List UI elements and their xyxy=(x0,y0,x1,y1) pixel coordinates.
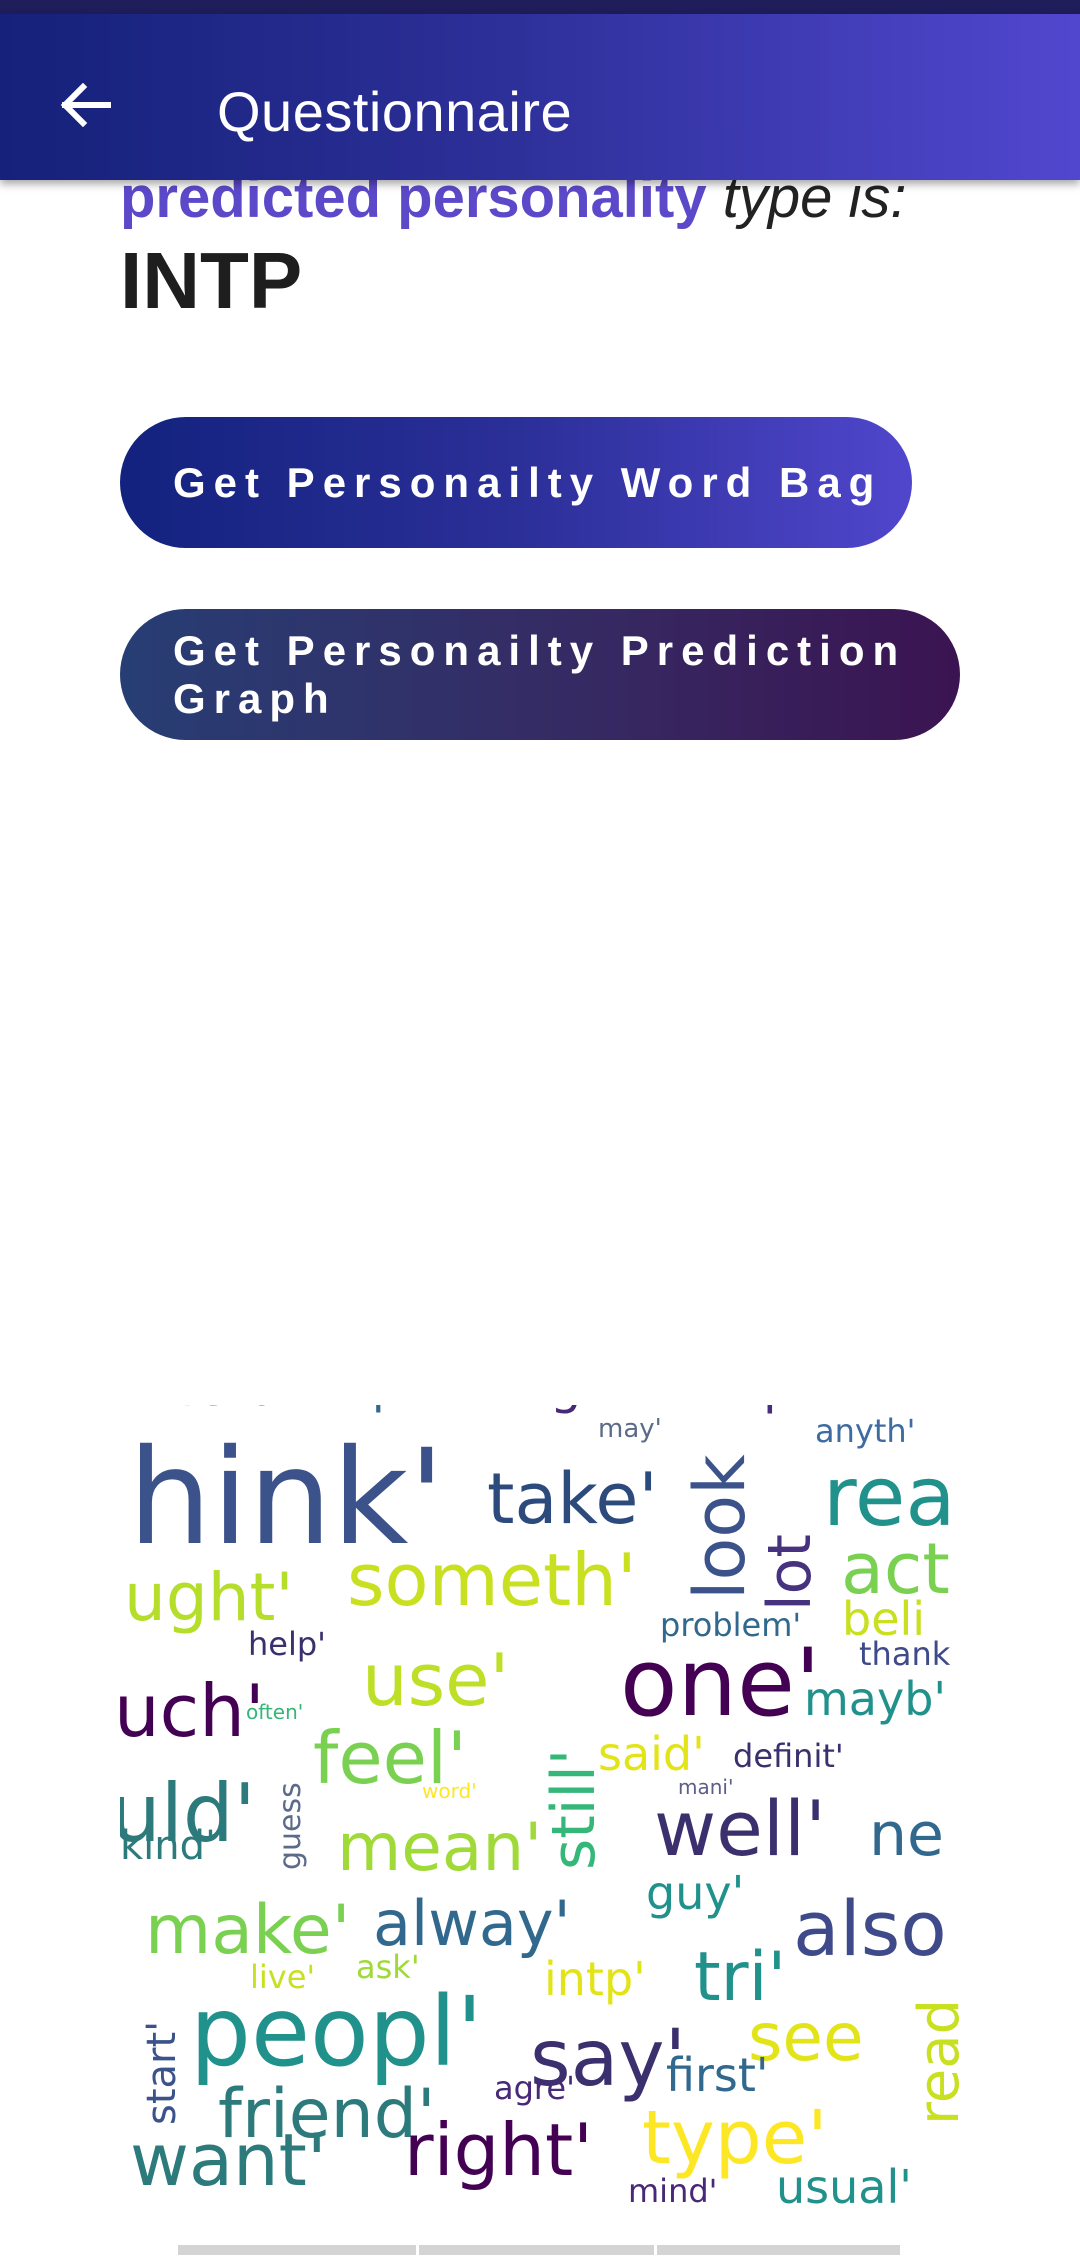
word-cloud-word: probabl xyxy=(763,1405,953,1415)
word-cloud-word: rea xyxy=(823,1450,956,1545)
scrollbar-divider xyxy=(416,2245,419,2255)
word-cloud-word: ught' xyxy=(124,1559,294,1636)
word-cloud-word: problem' xyxy=(660,1606,801,1644)
word-cloud-word: word' xyxy=(422,1779,477,1803)
app-bar: Questionnaire xyxy=(0,14,1080,180)
word-cloud-word: use' xyxy=(362,1638,509,1722)
word-cloud-word: one' xyxy=(620,1629,821,1738)
word-cloud-word: take' xyxy=(487,1458,658,1540)
back-button[interactable] xyxy=(50,70,120,140)
horizontal-scrollbar[interactable] xyxy=(178,2245,900,2255)
word-cloud-word: look xyxy=(679,1454,761,1600)
word-cloud-word: point' xyxy=(372,1405,502,1414)
word-cloud-word: usual' xyxy=(776,2160,912,2210)
word-cloud-word: first' xyxy=(666,2048,769,2102)
word-cloud-word: mind' xyxy=(628,2172,717,2210)
word-cloud-image: fer'tell' point' got' probabl may' anyth' hink… xyxy=(120,1405,960,2210)
word-cloud-word: type' xyxy=(642,2095,828,2181)
word-cloud-word: fer' xyxy=(180,1405,259,1417)
word-cloud-word: often' xyxy=(246,1700,303,1724)
word-cloud-word: want' xyxy=(130,2118,327,2202)
word-cloud-word: agre' xyxy=(494,2069,575,2107)
personality-type: INTP xyxy=(120,236,303,325)
word-cloud-word: got' xyxy=(550,1405,646,1415)
word-cloud-word: mean' xyxy=(337,1809,542,1886)
word-cloud-word: lot xyxy=(755,1534,825,1611)
word-cloud-word: said' xyxy=(598,1727,705,1781)
word-cloud-word: kind' xyxy=(120,1823,216,1869)
word-cloud-word: friend' xyxy=(218,2075,436,2154)
word-cloud-word: well' xyxy=(654,1784,826,1873)
prediction-graph-button-label: Get Personailty Prediction Graph xyxy=(173,627,907,722)
word-cloud-word: make' xyxy=(145,1891,350,1970)
word-cloud-word: also xyxy=(793,1884,947,1973)
word-cloud-word: guess xyxy=(273,1782,308,1870)
word-cloud-word: someth' xyxy=(347,1538,637,1622)
word-cloud-word: beli xyxy=(842,1592,925,1646)
word-cloud-word: definit' xyxy=(733,1737,844,1775)
word-cloud-word: help' xyxy=(248,1625,326,1663)
word-cloud-word: right' xyxy=(404,2108,593,2192)
word-cloud-word: alway' xyxy=(373,1887,571,1960)
word-cloud-word: hink' xyxy=(128,1421,445,1575)
word-cloud-word: anyth' xyxy=(815,1412,915,1450)
page-title: Questionnaire xyxy=(217,80,573,143)
word-cloud-word: tri' xyxy=(694,1938,786,2017)
word-cloud-word: act xyxy=(841,1528,950,1610)
word-cloud-word: intp' xyxy=(544,1952,646,2006)
word-cloud-word: thank xyxy=(859,1635,951,1673)
word-bag-button-label: Get Personailty Word Bag xyxy=(173,458,883,506)
word-cloud-word: may' xyxy=(598,1414,662,1444)
word-cloud-word: mani' xyxy=(678,1775,733,1799)
word-cloud-word: peopl' xyxy=(190,1976,483,2088)
prediction-graph-button[interactable]: Get Personailty Prediction Graph xyxy=(120,609,960,740)
word-cloud-word: mayb' xyxy=(804,1672,946,1726)
word-cloud-word: see xyxy=(748,1999,864,2076)
word-cloud-word: still' xyxy=(539,1749,609,1870)
word-bag-button[interactable]: Get Personailty Word Bag xyxy=(120,417,912,548)
word-cloud-word: uld' xyxy=(120,1767,256,1860)
arrow-left-icon xyxy=(60,83,111,127)
word-cloud-word: ask' xyxy=(356,1948,420,1986)
status-bar xyxy=(0,0,1080,14)
word-cloud-word: guy' xyxy=(646,1866,744,1920)
word-cloud-word: live' xyxy=(250,1958,315,1996)
word-cloud-word: say' xyxy=(530,2014,686,2104)
word-cloud-word: feel' xyxy=(313,1716,467,1800)
word-cloud-word: start' xyxy=(139,2021,185,2125)
scrollbar-divider xyxy=(654,2245,657,2255)
word-cloud-word: read xyxy=(907,1999,960,2125)
word-cloud-word: tell' xyxy=(238,1405,297,1413)
word-cloud-word: ne xyxy=(869,1800,944,1870)
word-cloud-word: uch' xyxy=(120,1669,265,1753)
